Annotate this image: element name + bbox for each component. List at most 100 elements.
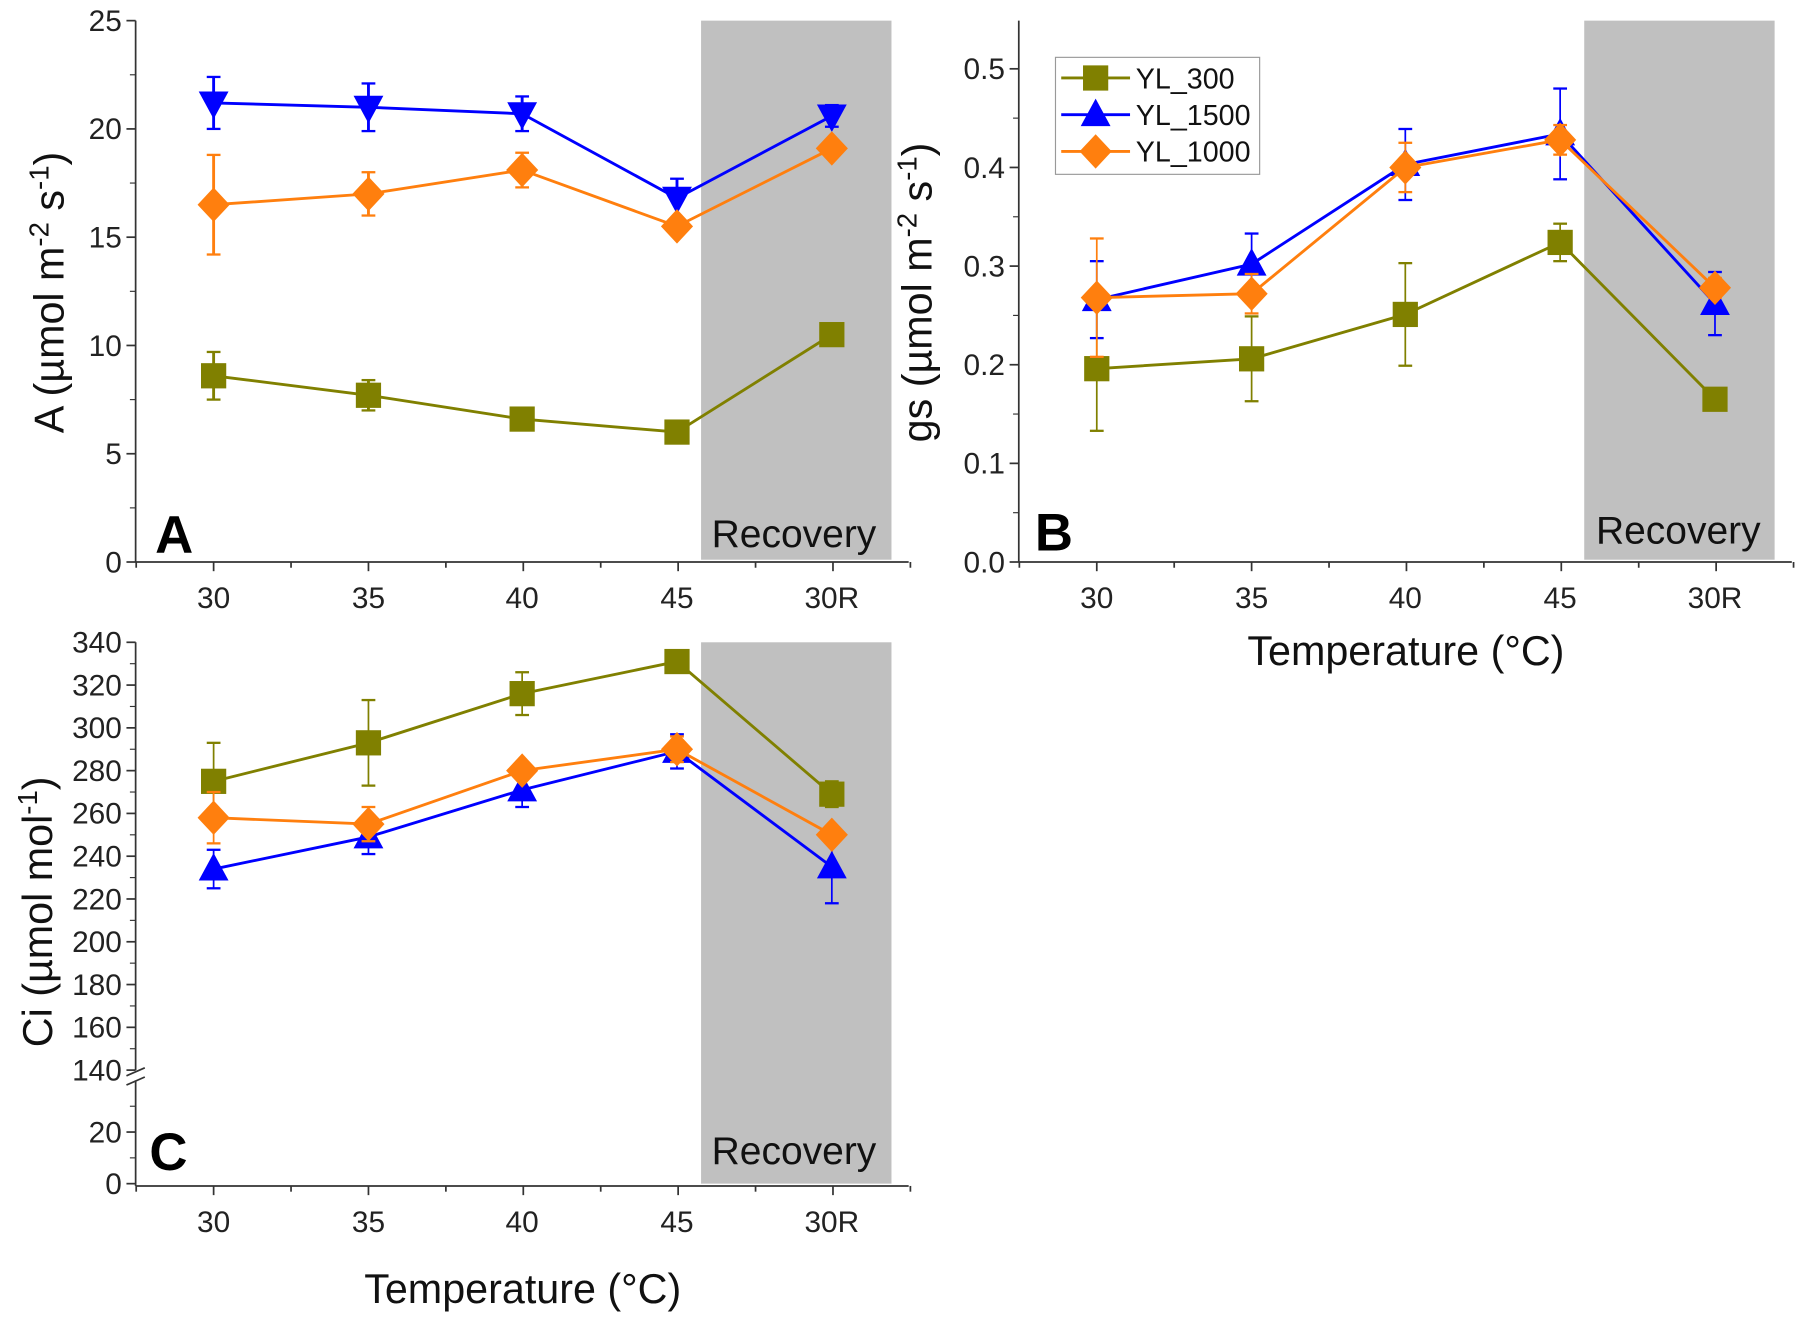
panel-letter: B bbox=[1035, 504, 1073, 563]
legend-marker bbox=[1080, 98, 1111, 127]
y-title-part: s bbox=[895, 181, 941, 213]
data-point bbox=[1236, 248, 1267, 276]
data-point bbox=[355, 730, 382, 756]
data-point bbox=[352, 806, 385, 842]
data-point bbox=[355, 382, 382, 408]
x-tick-label: 45 bbox=[660, 1206, 693, 1239]
data-point bbox=[819, 322, 845, 348]
y-tick-label: 0.3 bbox=[964, 250, 1005, 283]
data-point bbox=[1702, 386, 1728, 412]
y-title-part: ) bbox=[895, 143, 941, 157]
data-point bbox=[815, 131, 848, 166]
y-title-part: -2 bbox=[23, 222, 54, 246]
x-tick-label: 30R bbox=[804, 1206, 859, 1239]
data-point bbox=[1238, 346, 1265, 372]
data-point bbox=[506, 753, 539, 788]
y-tick-label: 180 bbox=[72, 969, 122, 1002]
y-tick-label: 0.1 bbox=[964, 448, 1005, 481]
y-tick-label: 0.5 bbox=[964, 53, 1005, 86]
y-title-part: -2 bbox=[891, 213, 922, 237]
data-point bbox=[660, 209, 694, 244]
legend-label: YL_1500 bbox=[1136, 100, 1251, 132]
legend-marker bbox=[1083, 65, 1109, 91]
series-yl_1500 bbox=[198, 75, 847, 219]
x-tick-label: 35 bbox=[352, 582, 385, 615]
series-yl_1000 bbox=[197, 131, 848, 256]
y-tick-label: 200 bbox=[72, 926, 122, 959]
y-tick-label: 160 bbox=[72, 1012, 122, 1045]
y-tick-label: 320 bbox=[72, 669, 122, 702]
data-point bbox=[664, 648, 690, 675]
data-point bbox=[352, 176, 385, 212]
x-tick-label: 35 bbox=[352, 1206, 385, 1239]
data-point bbox=[660, 732, 694, 767]
data-point bbox=[201, 363, 227, 389]
data-point bbox=[197, 187, 230, 222]
x-tick-label: 30R bbox=[1688, 582, 1743, 615]
data-point bbox=[1235, 276, 1268, 311]
data-point bbox=[1392, 301, 1418, 328]
y-tick-label: 0.4 bbox=[964, 152, 1005, 185]
recovery-shade bbox=[1584, 20, 1775, 560]
x-tick-label: 30 bbox=[1080, 582, 1113, 615]
x-tick-label: 30R bbox=[804, 582, 859, 615]
y-tick-label: 20 bbox=[89, 1116, 122, 1149]
y-tick-label: 0 bbox=[105, 1168, 122, 1201]
recovery-label: Recovery bbox=[712, 1130, 877, 1173]
series-yl_1000 bbox=[1080, 122, 1732, 358]
recovery-label: Recovery bbox=[1596, 510, 1761, 553]
y-title-part: -1 bbox=[891, 156, 922, 180]
x-tick-label: 45 bbox=[660, 582, 693, 615]
x-tick-label: 35 bbox=[1235, 582, 1268, 615]
x-tick-label: 45 bbox=[1544, 582, 1577, 615]
data-point bbox=[1084, 356, 1110, 382]
data-point bbox=[662, 186, 692, 215]
x-tick-label: 30 bbox=[197, 582, 230, 615]
y-tick-label: 260 bbox=[72, 798, 122, 831]
data-point bbox=[816, 104, 847, 132]
y-tick-label: 300 bbox=[72, 712, 122, 745]
y-tick-label: 140 bbox=[72, 1054, 122, 1087]
y-title-part: s bbox=[26, 190, 72, 222]
data-point bbox=[197, 800, 230, 835]
legend-label: YL_300 bbox=[1136, 63, 1235, 95]
series-yl_300 bbox=[1084, 222, 1728, 432]
x-axis-title: Temperature (°C) bbox=[1247, 628, 1564, 674]
axis-break-mark bbox=[126, 1067, 146, 1077]
x-tick-label: 40 bbox=[1389, 582, 1422, 615]
data-point bbox=[815, 817, 848, 853]
y-title-part: A (µmol m bbox=[26, 247, 72, 434]
data-point bbox=[201, 768, 227, 794]
data-point bbox=[198, 852, 229, 881]
recovery-shade bbox=[701, 642, 892, 1184]
data-point bbox=[509, 681, 535, 707]
panel-b: Recovery 0.0 0.1 0.2 0.3 0.4 0.5 30 35 40 45 30R gs … bbox=[891, 20, 1795, 674]
data-point bbox=[1547, 229, 1573, 256]
legend-label: YL_1000 bbox=[1136, 137, 1251, 169]
data-point bbox=[816, 850, 847, 879]
y-axis-title: A (µmol m-2 s-1) bbox=[23, 152, 73, 433]
series-yl_1000 bbox=[197, 732, 848, 853]
y-tick-label: 5 bbox=[105, 438, 122, 471]
y-tick-label: 25 bbox=[89, 5, 122, 38]
axis-break-mark bbox=[126, 1076, 146, 1086]
data-point bbox=[198, 91, 229, 119]
y-title-part: gs (µmol m bbox=[895, 237, 941, 442]
y-tick-label: 20 bbox=[89, 113, 122, 146]
panel-letter: C bbox=[149, 1123, 187, 1182]
recovery-label: Recovery bbox=[712, 513, 877, 556]
data-point bbox=[1080, 280, 1113, 315]
x-tick-label: 40 bbox=[506, 1206, 539, 1239]
x-axis-title: Temperature (°C) bbox=[364, 1266, 681, 1312]
y-title-part: ) bbox=[26, 152, 72, 166]
y-tick-label: 0.2 bbox=[964, 349, 1005, 382]
series-yl_300 bbox=[201, 322, 845, 445]
y-axis-title: Ci (µmol mol-1) bbox=[11, 776, 61, 1047]
y-title-part: -1 bbox=[11, 790, 42, 814]
y-title-part: -1 bbox=[23, 165, 54, 189]
data-point bbox=[507, 102, 538, 130]
recovery-shade bbox=[701, 20, 892, 560]
y-tick-label: 0 bbox=[105, 546, 122, 579]
data-point bbox=[1389, 150, 1422, 185]
